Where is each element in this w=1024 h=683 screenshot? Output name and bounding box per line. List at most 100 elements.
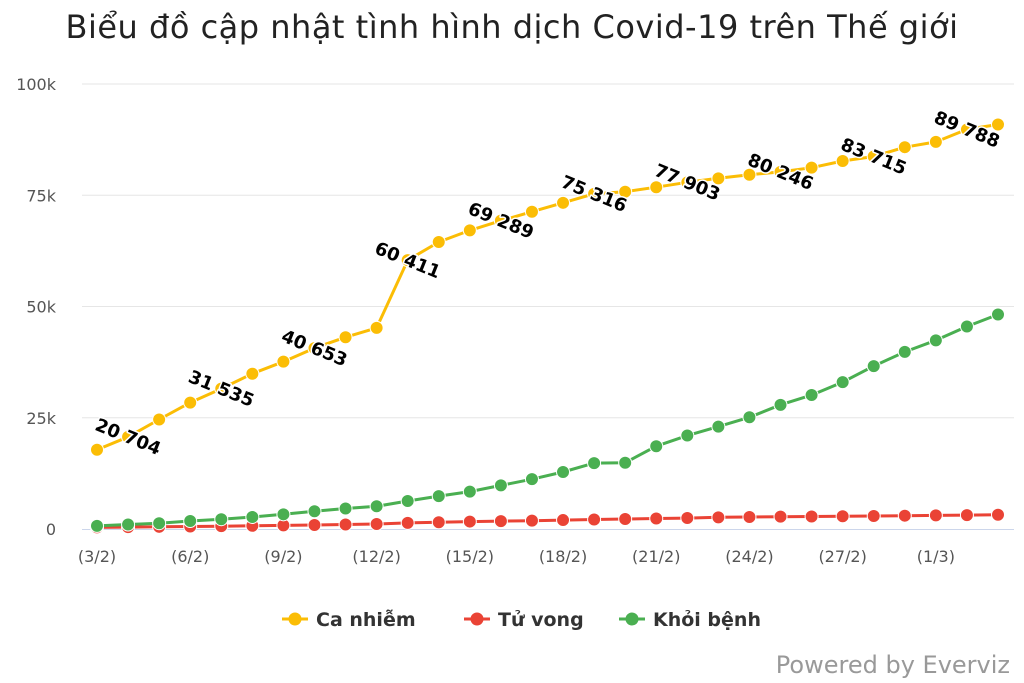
data-point[interactable]: [245, 366, 260, 381]
data-point[interactable]: [556, 513, 571, 528]
data-label: 69 289: [465, 198, 537, 243]
data-point[interactable]: [959, 122, 974, 137]
data-point[interactable]: [804, 509, 819, 524]
data-point[interactable]: [431, 234, 446, 249]
data-point[interactable]: [649, 511, 664, 526]
x-tick-label: (12/2): [352, 547, 400, 566]
data-point[interactable]: [680, 175, 695, 190]
data-point[interactable]: [369, 499, 384, 514]
data-point[interactable]: [431, 489, 446, 504]
data-point[interactable]: [928, 134, 943, 149]
data-point[interactable]: [307, 504, 322, 519]
data-point[interactable]: [214, 512, 229, 527]
legend-marker: [288, 612, 302, 626]
data-point[interactable]: [680, 511, 695, 526]
data-point[interactable]: [307, 517, 322, 532]
data-point[interactable]: [587, 512, 602, 527]
data-point[interactable]: [493, 514, 508, 529]
data-point[interactable]: [991, 307, 1005, 322]
data-point[interactable]: [618, 184, 633, 199]
data-point[interactable]: [742, 410, 757, 425]
data-point[interactable]: [587, 186, 602, 201]
data-point[interactable]: [338, 501, 353, 516]
data-point[interactable]: [711, 171, 726, 186]
data-point[interactable]: [773, 164, 788, 179]
legend-item[interactable]: Khỏi bệnh: [619, 609, 761, 631]
data-label: 80 246: [744, 150, 816, 195]
data-point[interactable]: [959, 319, 974, 334]
data-point[interactable]: [680, 428, 695, 443]
data-point[interactable]: [245, 509, 260, 524]
data-point[interactable]: [835, 153, 850, 168]
data-point[interactable]: [431, 515, 446, 530]
data-point[interactable]: [711, 419, 726, 434]
data-point[interactable]: [866, 149, 881, 164]
data-point[interactable]: [897, 508, 912, 523]
data-point[interactable]: [649, 180, 664, 195]
data-point[interactable]: [742, 509, 757, 524]
data-point[interactable]: [462, 484, 477, 499]
legend-marker: [625, 612, 639, 626]
data-point[interactable]: [152, 516, 167, 531]
data-point[interactable]: [742, 167, 757, 182]
data-point[interactable]: [524, 472, 539, 487]
data-point[interactable]: [618, 511, 633, 526]
data-point[interactable]: [587, 456, 602, 471]
data-point[interactable]: [866, 359, 881, 374]
data-point[interactable]: [121, 429, 136, 444]
legend-item[interactable]: Ca nhiễm: [282, 607, 416, 631]
legend-label: Khỏi bệnh: [653, 609, 761, 631]
data-point[interactable]: [276, 354, 291, 369]
data-point[interactable]: [711, 510, 726, 525]
data-point[interactable]: [121, 517, 136, 532]
data-point[interactable]: [524, 204, 539, 219]
data-point[interactable]: [400, 515, 415, 530]
x-tick-label: (27/2): [818, 547, 866, 566]
x-tick-label: (3/2): [78, 547, 116, 566]
series-line: [96, 513, 999, 529]
data-point[interactable]: [369, 517, 384, 532]
data-point[interactable]: [649, 439, 664, 454]
data-point[interactable]: [897, 344, 912, 359]
data-point[interactable]: [462, 514, 477, 529]
data-point[interactable]: [773, 397, 788, 412]
data-point[interactable]: [556, 465, 571, 480]
data-point[interactable]: [928, 508, 943, 523]
data-point[interactable]: [183, 513, 198, 528]
data-point[interactable]: [618, 455, 633, 470]
data-point[interactable]: [897, 140, 912, 155]
data-point[interactable]: [866, 509, 881, 524]
x-tick-label: (24/2): [725, 547, 773, 566]
data-point[interactable]: [524, 513, 539, 528]
data-point[interactable]: [90, 442, 104, 457]
data-point[interactable]: [462, 223, 477, 238]
data-point[interactable]: [338, 517, 353, 532]
data-point[interactable]: [804, 160, 819, 175]
data-point[interactable]: [152, 412, 167, 427]
data-point[interactable]: [307, 341, 322, 356]
data-point[interactable]: [400, 253, 415, 268]
data-point[interactable]: [183, 395, 198, 410]
y-tick-label: 50k: [26, 298, 56, 317]
data-point[interactable]: [493, 213, 508, 228]
data-point[interactable]: [835, 375, 850, 390]
data-point[interactable]: [338, 330, 353, 345]
data-point[interactable]: [556, 195, 571, 210]
series-3: [90, 307, 1005, 533]
data-point[interactable]: [991, 507, 1005, 522]
legend-item[interactable]: Tử vong: [464, 609, 584, 631]
data-point[interactable]: [835, 509, 850, 524]
credit-text[interactable]: Powered by Everviz: [775, 651, 1010, 679]
data-point[interactable]: [959, 508, 974, 523]
data-point[interactable]: [773, 509, 788, 524]
data-point[interactable]: [493, 478, 508, 493]
data-point[interactable]: [400, 493, 415, 508]
data-point[interactable]: [369, 320, 384, 335]
data-point[interactable]: [214, 381, 229, 396]
data-point[interactable]: [991, 117, 1005, 132]
data-point[interactable]: [928, 333, 943, 348]
data-point[interactable]: [804, 388, 819, 403]
data-point[interactable]: [276, 507, 291, 522]
data-point[interactable]: [90, 518, 104, 533]
